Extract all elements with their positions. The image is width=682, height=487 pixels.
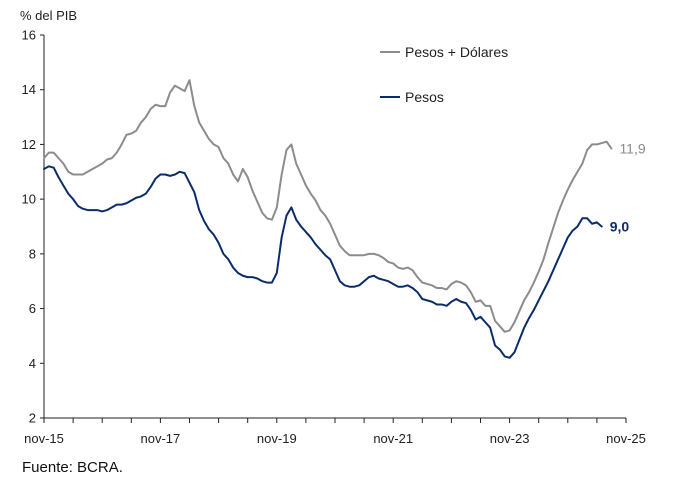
x-tick-label: nov-23: [490, 431, 530, 446]
legend-label: Pesos + Dólares: [405, 44, 508, 60]
end-labels: 11,9 9,0: [610, 141, 646, 235]
y-axis-label: % del PIB: [20, 8, 77, 23]
legend: Pesos + Dólares Pesos: [380, 44, 508, 105]
series-line-pesos: [43, 165, 603, 359]
source-note: Fuente: BCRA.: [22, 459, 123, 476]
legend-label: Pesos: [405, 89, 444, 105]
x-tick-label: nov-21: [373, 431, 413, 446]
y-tick-label: 8: [29, 246, 36, 261]
x-tick-label: nov-17: [141, 431, 181, 446]
y-tick-label: 10: [22, 192, 36, 207]
x-tick-label: nov-25: [606, 431, 646, 446]
series-layer: [43, 79, 613, 359]
series-line-pesos-dolares: [43, 79, 613, 333]
x-tick-label: nov-19: [257, 431, 297, 446]
end-value-label: 9,0: [610, 219, 630, 235]
y-tick-label: 2: [29, 411, 36, 426]
x-tick-label: nov-15: [24, 431, 64, 446]
y-tick-label: 16: [22, 28, 36, 43]
y-tick-label: 4: [29, 356, 36, 371]
y-tick-label: 14: [22, 82, 36, 97]
axes: 2 4 6 8 10 12 14 16 nov-15 nov-17 nov-19 nov-21 nov-…: [22, 28, 646, 447]
y-tick-label: 6: [29, 301, 36, 316]
end-value-label: 11,9: [619, 141, 645, 157]
y-tick-label: 12: [22, 137, 36, 152]
